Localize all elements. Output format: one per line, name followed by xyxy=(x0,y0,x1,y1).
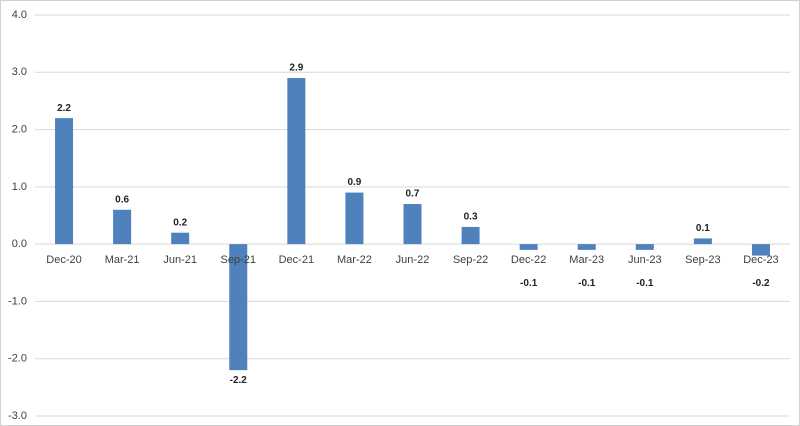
value-label: 0.9 xyxy=(347,177,361,188)
y-tick-label: 3.0 xyxy=(12,66,27,78)
bar xyxy=(345,192,364,245)
value-label: 2.2 xyxy=(57,103,71,114)
bar xyxy=(577,244,596,250)
value-label: 2.9 xyxy=(289,63,303,74)
bar xyxy=(171,232,190,245)
value-label: 0.2 xyxy=(173,217,187,228)
bar xyxy=(55,118,74,245)
x-tick-label: Dec-21 xyxy=(279,254,314,266)
x-tick-label: Dec-22 xyxy=(511,254,546,266)
bar xyxy=(635,244,654,250)
y-tick-label: -2.0 xyxy=(8,353,27,365)
y-tick-label: 4.0 xyxy=(12,9,27,21)
value-label: 0.7 xyxy=(406,189,420,200)
value-label: -0.1 xyxy=(578,278,596,289)
value-label: 0.6 xyxy=(115,194,129,205)
y-tick-label: 0.0 xyxy=(12,238,27,250)
x-tick-label: Jun-23 xyxy=(628,254,662,266)
x-tick-label: Sep-21 xyxy=(221,254,256,266)
y-tick-label: 2.0 xyxy=(12,123,27,135)
x-tick-label: Mar-21 xyxy=(105,254,140,266)
x-tick-label: Jun-22 xyxy=(396,254,430,266)
x-tick-label: Sep-22 xyxy=(453,254,488,266)
x-tick-label: Mar-23 xyxy=(569,254,604,266)
y-tick-label: -3.0 xyxy=(8,410,27,422)
bar xyxy=(287,78,306,245)
y-tick-label: -1.0 xyxy=(8,295,27,307)
bar xyxy=(693,238,712,245)
value-label: -2.2 xyxy=(230,375,248,386)
value-label: -0.2 xyxy=(752,278,770,289)
x-tick-label: Sep-23 xyxy=(685,254,720,266)
bar xyxy=(751,244,770,256)
value-label: 0.1 xyxy=(696,223,710,234)
x-tick-label: Dec-20 xyxy=(46,254,81,266)
bar xyxy=(229,244,248,371)
bar xyxy=(403,204,422,245)
value-label: -0.1 xyxy=(520,278,538,289)
bar xyxy=(461,226,480,245)
bar xyxy=(113,209,132,245)
x-tick-label: Mar-22 xyxy=(337,254,372,266)
bar xyxy=(519,244,538,250)
value-label: -0.1 xyxy=(636,278,654,289)
x-tick-label: Jun-21 xyxy=(163,254,197,266)
value-label: 0.3 xyxy=(464,212,478,223)
x-tick-label: Dec-23 xyxy=(743,254,778,266)
y-tick-label: 1.0 xyxy=(12,181,27,193)
